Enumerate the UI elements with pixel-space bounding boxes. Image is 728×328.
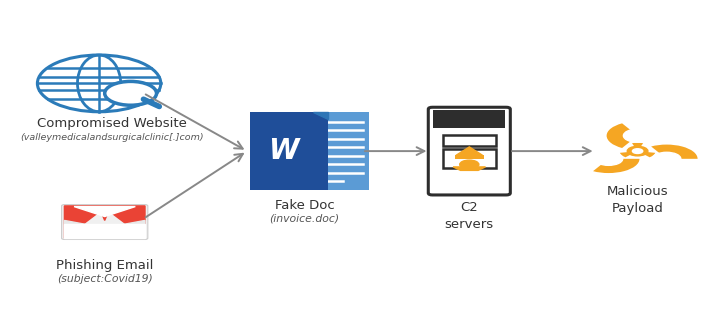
Circle shape <box>37 55 162 112</box>
FancyBboxPatch shape <box>428 107 510 195</box>
Text: (valleymedicalandsurgicalclinic[.]com): (valleymedicalandsurgicalclinic[.]com) <box>20 133 204 142</box>
Text: Fake Doc: Fake Doc <box>274 199 334 213</box>
Wedge shape <box>593 159 639 173</box>
Wedge shape <box>606 123 638 148</box>
Polygon shape <box>453 167 486 170</box>
FancyBboxPatch shape <box>454 155 484 159</box>
Text: W: W <box>268 137 298 165</box>
Text: C2
servers: C2 servers <box>445 201 494 231</box>
Text: (subject:Covid19): (subject:Covid19) <box>57 274 153 284</box>
Text: (invoice.doc): (invoice.doc) <box>269 214 339 224</box>
Polygon shape <box>64 220 145 238</box>
Circle shape <box>623 129 652 142</box>
Circle shape <box>459 160 479 169</box>
FancyBboxPatch shape <box>314 113 368 190</box>
Circle shape <box>633 149 643 154</box>
Text: Malicious
Payload: Malicious Payload <box>606 185 668 215</box>
Polygon shape <box>456 147 483 155</box>
FancyBboxPatch shape <box>62 205 148 239</box>
Circle shape <box>105 81 157 105</box>
FancyBboxPatch shape <box>250 113 328 190</box>
FancyBboxPatch shape <box>433 110 505 128</box>
Circle shape <box>628 146 648 156</box>
Polygon shape <box>313 113 328 119</box>
Circle shape <box>652 152 681 165</box>
Text: Phishing Email: Phishing Email <box>56 259 154 272</box>
Polygon shape <box>64 224 145 238</box>
Polygon shape <box>64 206 145 238</box>
Wedge shape <box>638 151 655 157</box>
FancyBboxPatch shape <box>443 150 496 168</box>
Wedge shape <box>651 145 697 159</box>
Wedge shape <box>632 143 643 151</box>
Circle shape <box>594 152 622 165</box>
FancyBboxPatch shape <box>443 135 496 146</box>
Text: Compromised Website: Compromised Website <box>37 117 186 130</box>
Polygon shape <box>74 207 135 216</box>
Wedge shape <box>620 151 638 157</box>
